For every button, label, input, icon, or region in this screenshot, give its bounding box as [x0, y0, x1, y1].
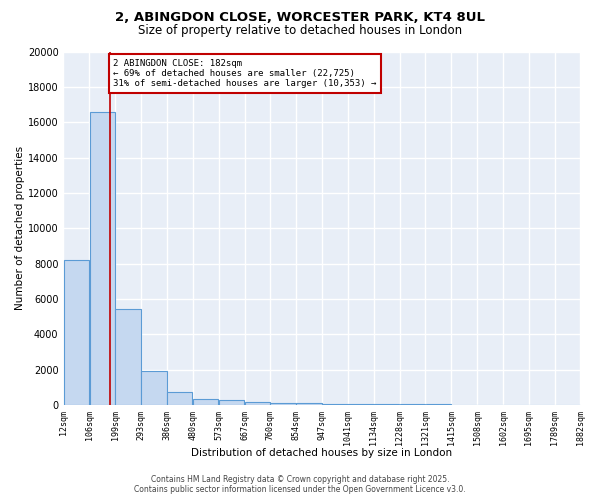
Bar: [115, 310, 140, 405]
Bar: [322, 404, 347, 405]
Bar: [141, 372, 167, 405]
Text: 2, ABINGDON CLOSE, WORCESTER PARK, KT4 8UL: 2, ABINGDON CLOSE, WORCESTER PARK, KT4 8…: [115, 11, 485, 24]
Bar: [271, 403, 296, 405]
Bar: [218, 400, 244, 405]
Bar: [64, 260, 89, 405]
Bar: [400, 404, 425, 405]
Bar: [296, 404, 322, 405]
Bar: [374, 404, 399, 405]
Bar: [348, 404, 374, 405]
Text: Contains HM Land Registry data © Crown copyright and database right 2025.
Contai: Contains HM Land Registry data © Crown c…: [134, 474, 466, 494]
Text: Size of property relative to detached houses in London: Size of property relative to detached ho…: [138, 24, 462, 37]
Bar: [245, 402, 270, 405]
X-axis label: Distribution of detached houses by size in London: Distribution of detached houses by size …: [191, 448, 452, 458]
Bar: [167, 392, 193, 405]
Y-axis label: Number of detached properties: Number of detached properties: [15, 146, 25, 310]
Bar: [193, 398, 218, 405]
Text: 2 ABINGDON CLOSE: 182sqm
← 69% of detached houses are smaller (22,725)
31% of se: 2 ABINGDON CLOSE: 182sqm ← 69% of detach…: [113, 58, 377, 88]
Bar: [89, 112, 115, 405]
